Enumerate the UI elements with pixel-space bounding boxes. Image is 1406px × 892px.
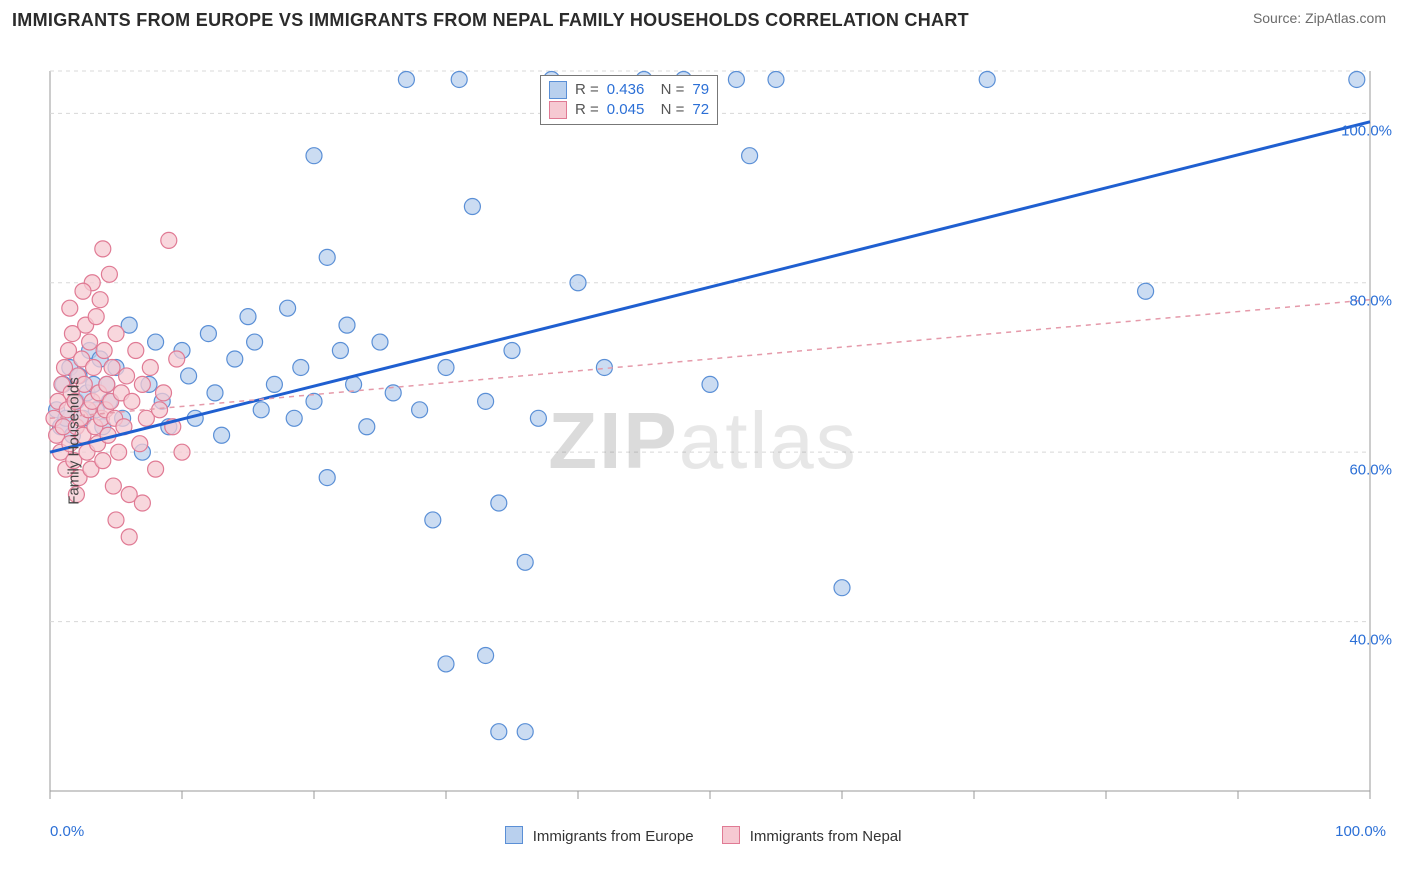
- n-label: N =: [652, 100, 684, 120]
- legend-label: Immigrants from Europe: [533, 828, 694, 845]
- y-tick-label: 100.0%: [1341, 123, 1392, 140]
- legend-swatch-icon: [549, 81, 567, 99]
- y-axis-label: Family Households: [65, 377, 82, 505]
- r-value: 0.045: [607, 100, 645, 120]
- legend-label: Immigrants from Nepal: [750, 828, 902, 845]
- series-legend: Immigrants from Europe Immigrants from N…: [0, 826, 1406, 851]
- legend-swatch-icon: [549, 101, 567, 119]
- r-label: R =: [575, 100, 599, 120]
- header: IMMIGRANTS FROM EUROPE VS IMMIGRANTS FRO…: [0, 0, 1406, 31]
- legend-item-europe: Immigrants from Europe: [505, 826, 694, 845]
- rn-legend-row: R = 0.045 N = 72: [549, 100, 709, 120]
- legend-swatch-icon: [722, 826, 740, 844]
- n-label: N =: [652, 80, 684, 100]
- r-label: R =: [575, 80, 599, 100]
- y-tick-label: 80.0%: [1349, 292, 1392, 309]
- rn-legend-row: R = 0.436 N = 79: [549, 80, 709, 100]
- y-tick-label: 40.0%: [1349, 631, 1392, 648]
- legend-item-nepal: Immigrants from Nepal: [722, 826, 902, 845]
- correlation-legend: R = 0.436 N = 79R = 0.045 N = 72: [540, 75, 718, 125]
- chart-area: Family Households ZIPatlas R = 0.436 N =…: [0, 31, 1406, 851]
- y-tick-label: 60.0%: [1349, 462, 1392, 479]
- legend-swatch-icon: [505, 826, 523, 844]
- chart-title: IMMIGRANTS FROM EUROPE VS IMMIGRANTS FRO…: [12, 10, 969, 31]
- r-value: 0.436: [607, 80, 645, 100]
- scatter-plot: [0, 31, 1406, 811]
- n-value: 79: [692, 80, 709, 100]
- source-label: Source: ZipAtlas.com: [1253, 10, 1386, 26]
- n-value: 72: [692, 100, 709, 120]
